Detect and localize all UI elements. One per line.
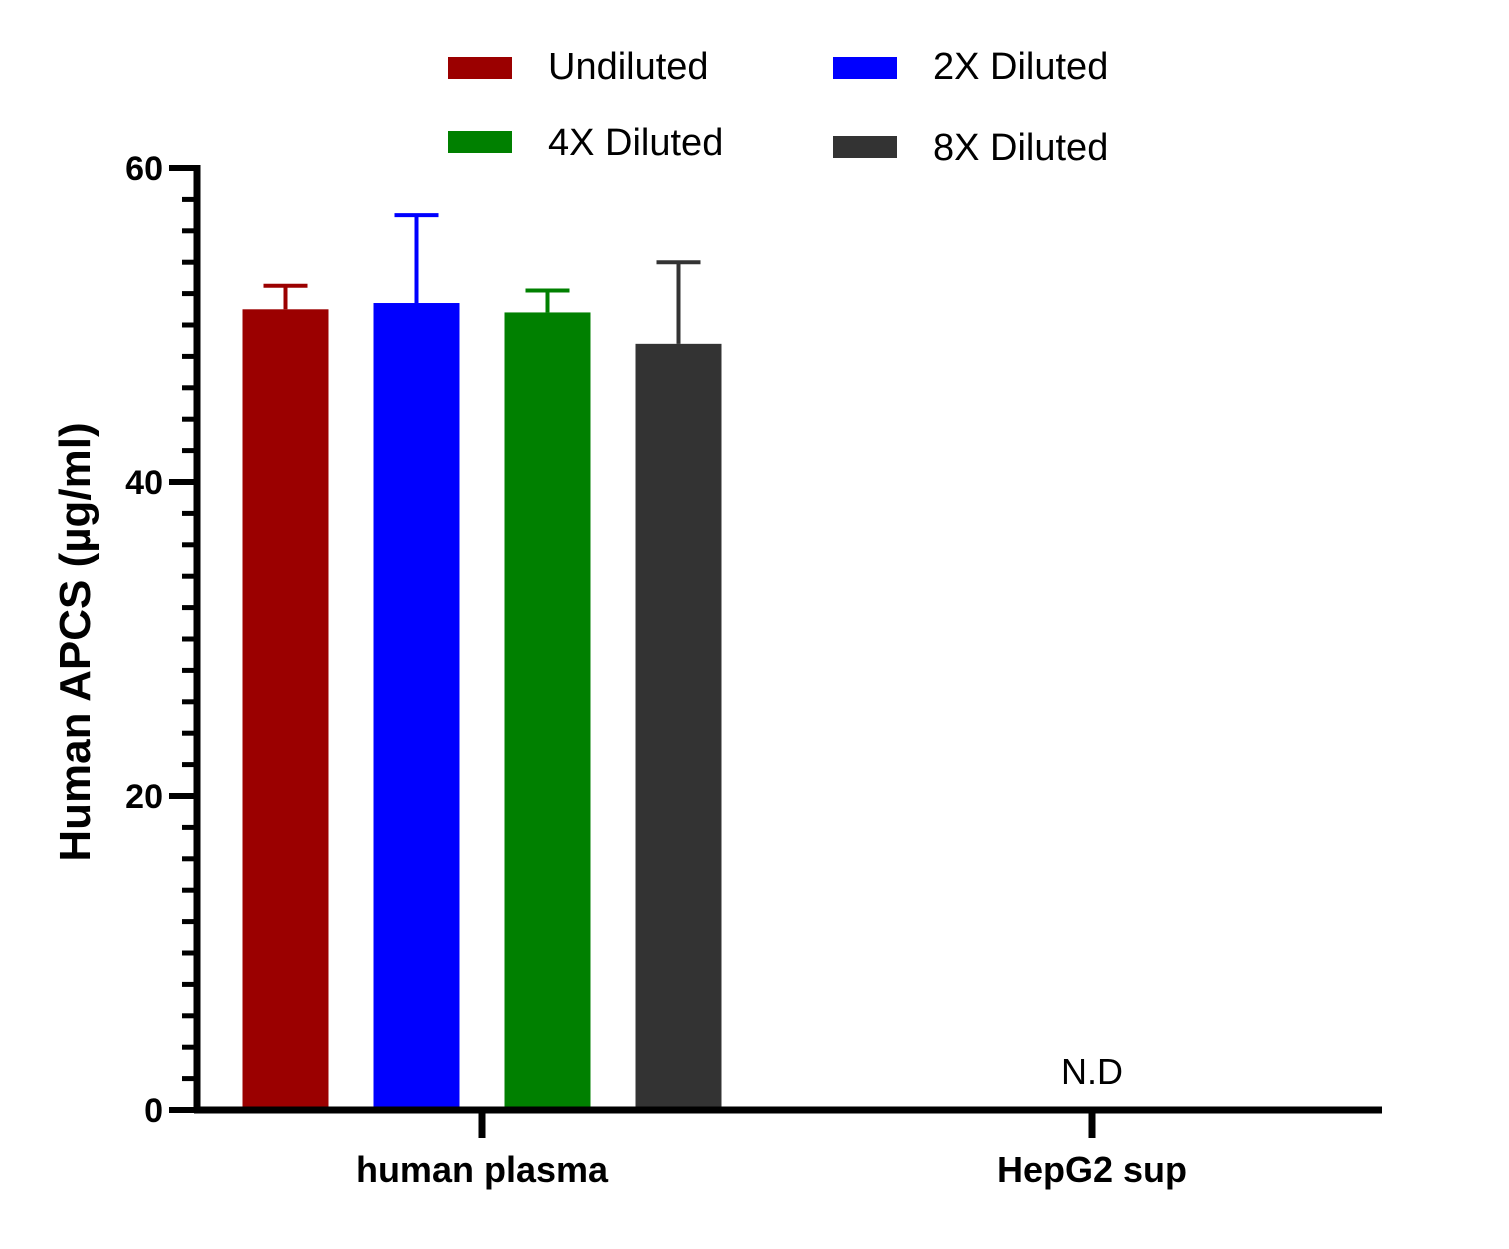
axes — [169, 165, 1382, 1138]
y-tick-label: 0 — [144, 1092, 163, 1130]
y-tick-label: 40 — [125, 464, 163, 502]
bar-2-0 — [504, 312, 591, 1110]
legend-label-3: 8X Diluted — [933, 127, 1108, 169]
legend-label-2: 4X Diluted — [548, 122, 723, 164]
bar-3-0 — [635, 343, 722, 1111]
bar-1-0 — [373, 303, 460, 1110]
legend-label-0: Undiluted — [548, 46, 709, 88]
labels: 0 20 40 60 human plasma HepG2 sup Human APCS (… — [51, 150, 1187, 1190]
legend-swatch-3 — [833, 136, 897, 158]
legend-label-1: 2X Diluted — [933, 46, 1108, 88]
y-tick-label: 60 — [125, 150, 163, 188]
y-tick-label: 20 — [125, 778, 163, 816]
bars — [242, 303, 722, 1111]
legend-swatch-0 — [448, 57, 512, 79]
legend-swatch-1 — [833, 57, 897, 79]
error-bars — [263, 213, 701, 344]
annotation-nd: N.D — [1061, 1051, 1123, 1092]
y-axis-title: Human APCS (µg/ml) — [51, 422, 100, 861]
legend: Undiluted 2X Diluted 4X Diluted 8X Diluted — [448, 46, 1108, 169]
legend-swatch-2 — [448, 131, 512, 153]
x-tick-label: human plasma — [356, 1149, 609, 1190]
x-tick-label: HepG2 sup — [997, 1149, 1187, 1190]
bar-0-0 — [242, 309, 329, 1110]
